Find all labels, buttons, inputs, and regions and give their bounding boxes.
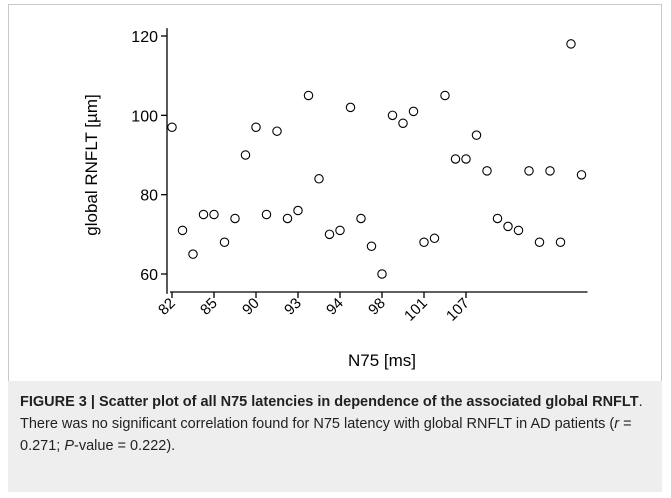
data-point [482,166,492,176]
data-point [450,154,461,164]
data-point [377,269,387,279]
data-point [219,237,230,248]
data-point [282,213,293,224]
data-point [408,106,419,117]
data-point [513,225,524,236]
data-point [324,229,335,240]
caption-text-3: -value = 0.222). [74,438,176,454]
x-tick-label: 94 [323,295,347,319]
data-point [461,154,471,164]
x-axis: 82 85 90 93 94 98 101 107 [155,291,588,325]
x-tick-label: 93 [281,295,305,319]
data-point [303,90,314,101]
y-axis-label: global RNFLT [µm] [82,94,101,235]
data-point [471,130,482,140]
data-point [524,166,534,176]
data-point [429,233,440,244]
caption-text-2: = 0.271; [20,416,632,454]
caption-text-1: . There was no significant correlation f… [20,394,643,432]
data-point [251,122,261,132]
data-point [398,118,408,129]
x-tick-label: 90 [239,295,263,319]
caption-r-symbol: r [614,416,620,432]
data-point [240,150,251,160]
data-point [576,170,587,180]
data-point [534,237,545,248]
x-tick-label: 98 [365,295,389,319]
y-tick-label: 80 [140,188,158,205]
data-point [209,209,219,220]
x-axis-label: N75 [ms] [348,351,416,370]
data-point [198,209,209,220]
data-point [566,39,576,49]
data-point [167,122,177,132]
data-point [492,213,503,224]
caption-box [8,381,662,492]
data-point [293,205,303,216]
data-point [503,221,513,232]
scatter-points [167,39,587,279]
x-tick-label: 101 [401,295,431,325]
data-point [440,90,450,101]
y-tick-label: 100 [131,108,158,125]
data-point [345,102,356,113]
caption-p-symbol: P [64,438,75,454]
figure-caption: FIGURE 3 | Scatter plot of all N75 laten… [20,391,650,457]
data-point [366,241,377,251]
data-point [272,126,282,136]
data-point [230,213,240,224]
caption-title: FIGURE 3 | Scatter plot of all N75 laten… [20,394,639,410]
x-tick-label: 82 [155,295,179,319]
y-tick-label: 60 [140,267,158,284]
data-point [555,237,566,248]
y-tick-label: 120 [131,29,158,46]
data-point [335,225,345,236]
data-point [261,209,272,220]
data-point [545,166,555,176]
data-point [188,249,198,259]
data-point [314,174,324,184]
data-point [177,225,188,236]
x-tick-label: 85 [197,295,221,319]
y-axis: 60 80 100 120 [131,28,168,294]
data-point [419,237,429,248]
x-tick-label: 107 [443,295,473,325]
data-point [356,213,366,224]
data-point [387,110,398,121]
